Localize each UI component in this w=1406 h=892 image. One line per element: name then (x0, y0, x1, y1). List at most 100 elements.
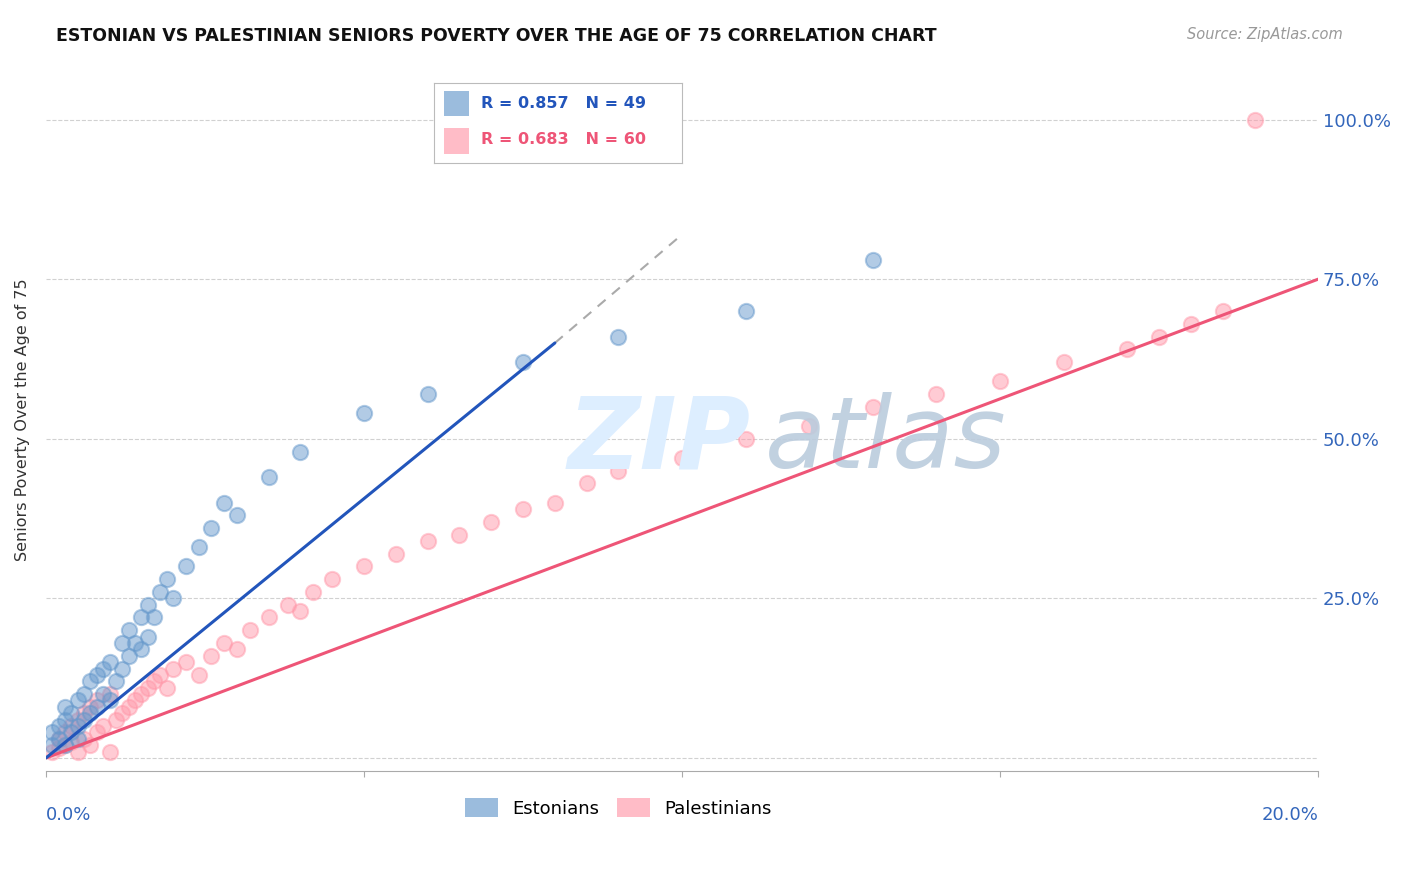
Point (353, 406, 375, 420)
Point (257, 610, 280, 624)
Point (607, 329, 630, 343)
Point (416, 533, 439, 548)
Point (149, 668, 172, 682)
Point (104, 674, 127, 689)
Point (53, 725, 76, 739)
Point (124, 636, 146, 650)
Point (544, 495, 567, 509)
Point (136, 598, 159, 612)
Point (1147, 329, 1170, 343)
Point (73, 713, 96, 727)
Point (111, 706, 134, 721)
Point (91, 662, 114, 676)
Point (162, 662, 184, 676)
Text: 0.0%: 0.0% (46, 805, 91, 824)
Text: ESTONIAN VS PALESTINIAN SENIORS POVERTY OVER THE AGE OF 75 CORRELATION CHART: ESTONIAN VS PALESTINIAN SENIORS POVERTY … (56, 27, 936, 45)
Point (212, 636, 235, 650)
Point (48, 741, 70, 756)
Point (290, 444, 312, 458)
Point (86, 699, 108, 714)
Point (124, 693, 146, 707)
Point (200, 648, 222, 663)
Point (118, 624, 141, 638)
Point (302, 585, 325, 599)
Point (53, 738, 76, 752)
Point (41, 725, 63, 739)
Point (111, 662, 134, 676)
Point (862, 253, 884, 268)
Point (48, 731, 70, 746)
Point (187, 668, 209, 682)
Point (131, 687, 153, 701)
Point (925, 387, 948, 401)
Point (156, 681, 179, 695)
Point (174, 655, 197, 669)
Point (73, 731, 96, 746)
Point (79, 674, 101, 689)
Point (1212, 304, 1234, 318)
Point (118, 648, 141, 663)
Point (131, 610, 153, 624)
Point (512, 502, 534, 516)
Point (385, 547, 408, 561)
Point (449, 527, 471, 541)
Point (48, 731, 70, 746)
Point (187, 541, 209, 555)
Point (98, 693, 121, 707)
Point (156, 572, 179, 586)
Point (98, 655, 121, 669)
Text: 20.0%: 20.0% (1261, 805, 1319, 824)
Point (277, 598, 299, 612)
Point (136, 630, 159, 644)
Point (86, 725, 108, 739)
Point (73, 706, 96, 721)
Text: Source: ZipAtlas.com: Source: ZipAtlas.com (1187, 27, 1343, 42)
Point (1116, 343, 1139, 357)
Point (98, 745, 121, 759)
Point (60, 735, 83, 749)
Point (1180, 317, 1202, 331)
Point (607, 464, 630, 478)
Point (66, 713, 89, 727)
Point (799, 419, 821, 434)
Point (174, 559, 197, 574)
Point (53, 699, 76, 714)
Point (212, 495, 235, 509)
Point (353, 559, 375, 574)
Point (200, 521, 222, 535)
Point (862, 400, 884, 414)
Point (79, 699, 101, 714)
Point (79, 706, 101, 721)
Point (104, 713, 127, 727)
Point (512, 355, 534, 369)
Point (91, 719, 114, 733)
Point (479, 515, 502, 529)
Legend: Estonians, Palestinians: Estonians, Palestinians (458, 791, 779, 825)
Point (257, 470, 280, 484)
Point (66, 731, 89, 746)
Point (671, 450, 693, 465)
Point (734, 304, 756, 318)
Text: atlas: atlas (765, 392, 1007, 489)
Point (60, 725, 83, 739)
Point (60, 706, 83, 721)
Text: ZIP: ZIP (568, 392, 751, 489)
Point (225, 642, 247, 657)
Point (53, 738, 76, 752)
Point (988, 374, 1011, 388)
Point (86, 668, 108, 682)
Point (66, 719, 89, 733)
Point (162, 591, 184, 606)
Point (416, 387, 439, 401)
Point (136, 681, 159, 695)
Point (1053, 355, 1076, 369)
Point (66, 693, 89, 707)
Point (225, 508, 247, 523)
Point (48, 719, 70, 733)
Point (86, 693, 108, 707)
Point (98, 687, 121, 701)
Point (91, 687, 114, 701)
Point (238, 624, 260, 638)
Point (575, 476, 598, 491)
Point (53, 713, 76, 727)
